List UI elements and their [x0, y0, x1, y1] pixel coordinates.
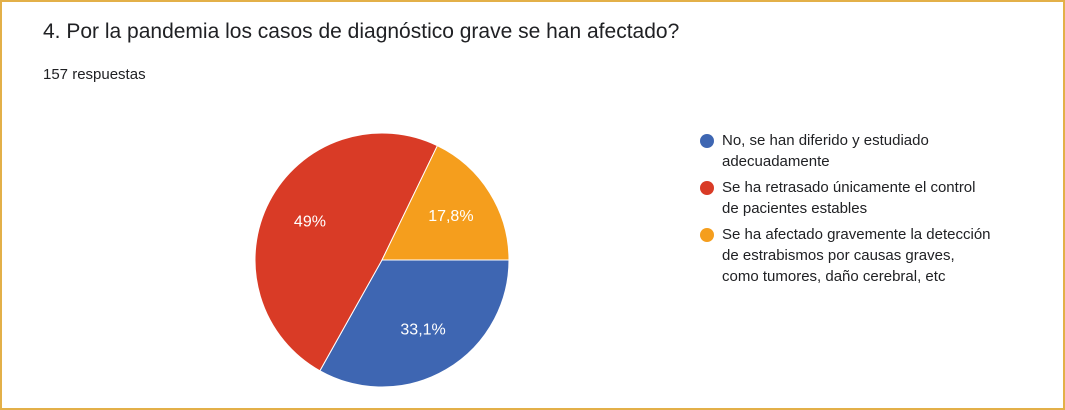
- pie-slice-2: [254, 132, 439, 372]
- pie-slice-1: [319, 259, 510, 388]
- legend-label: No, se han diferido y estudiado adecuadam…: [722, 130, 929, 172]
- pie-slice-3: [381, 145, 510, 261]
- legend-dot-icon: [700, 181, 714, 195]
- legend-label-line: como tumores, daño cerebral, etc: [722, 268, 946, 285]
- legend-label-line: de pacientes estables: [722, 200, 868, 217]
- legend-item-1: No, se han diferido y estudiado adecuadam…: [700, 130, 1040, 172]
- legend-dot-icon: [700, 228, 714, 242]
- response-count: 157 respuestas: [43, 66, 146, 83]
- legend-label-line: de estrabismos por causas graves,: [722, 247, 955, 264]
- legend-dot-icon: [700, 134, 714, 148]
- legend-item-3: Se ha afectado gravemente la detección de…: [700, 224, 1040, 287]
- slice-value-label-1: 33,1%: [400, 321, 445, 338]
- legend-label: Se ha retrasado únicamente el control de …: [722, 177, 975, 219]
- legend-label-line: Se ha retrasado únicamente el control: [722, 179, 976, 196]
- legend-label-line: Se ha afectado gravemente la detección: [722, 226, 991, 243]
- legend-item-2: Se ha retrasado únicamente el control de …: [700, 177, 1040, 219]
- slice-value-label-3: 17,8%: [428, 208, 473, 225]
- legend-label-line: No, se han diferido y estudiado: [722, 132, 929, 149]
- legend-label: Se ha afectado gravemente la detección de…: [722, 224, 991, 287]
- slice-value-label-2: 49%: [294, 214, 326, 231]
- chart-legend: No, se han diferido y estudiado adecuadam…: [700, 130, 1040, 292]
- question-title: 4. Por la pandemia los casos de diagnóst…: [43, 20, 680, 43]
- legend-label-line: adecuadamente: [722, 153, 830, 170]
